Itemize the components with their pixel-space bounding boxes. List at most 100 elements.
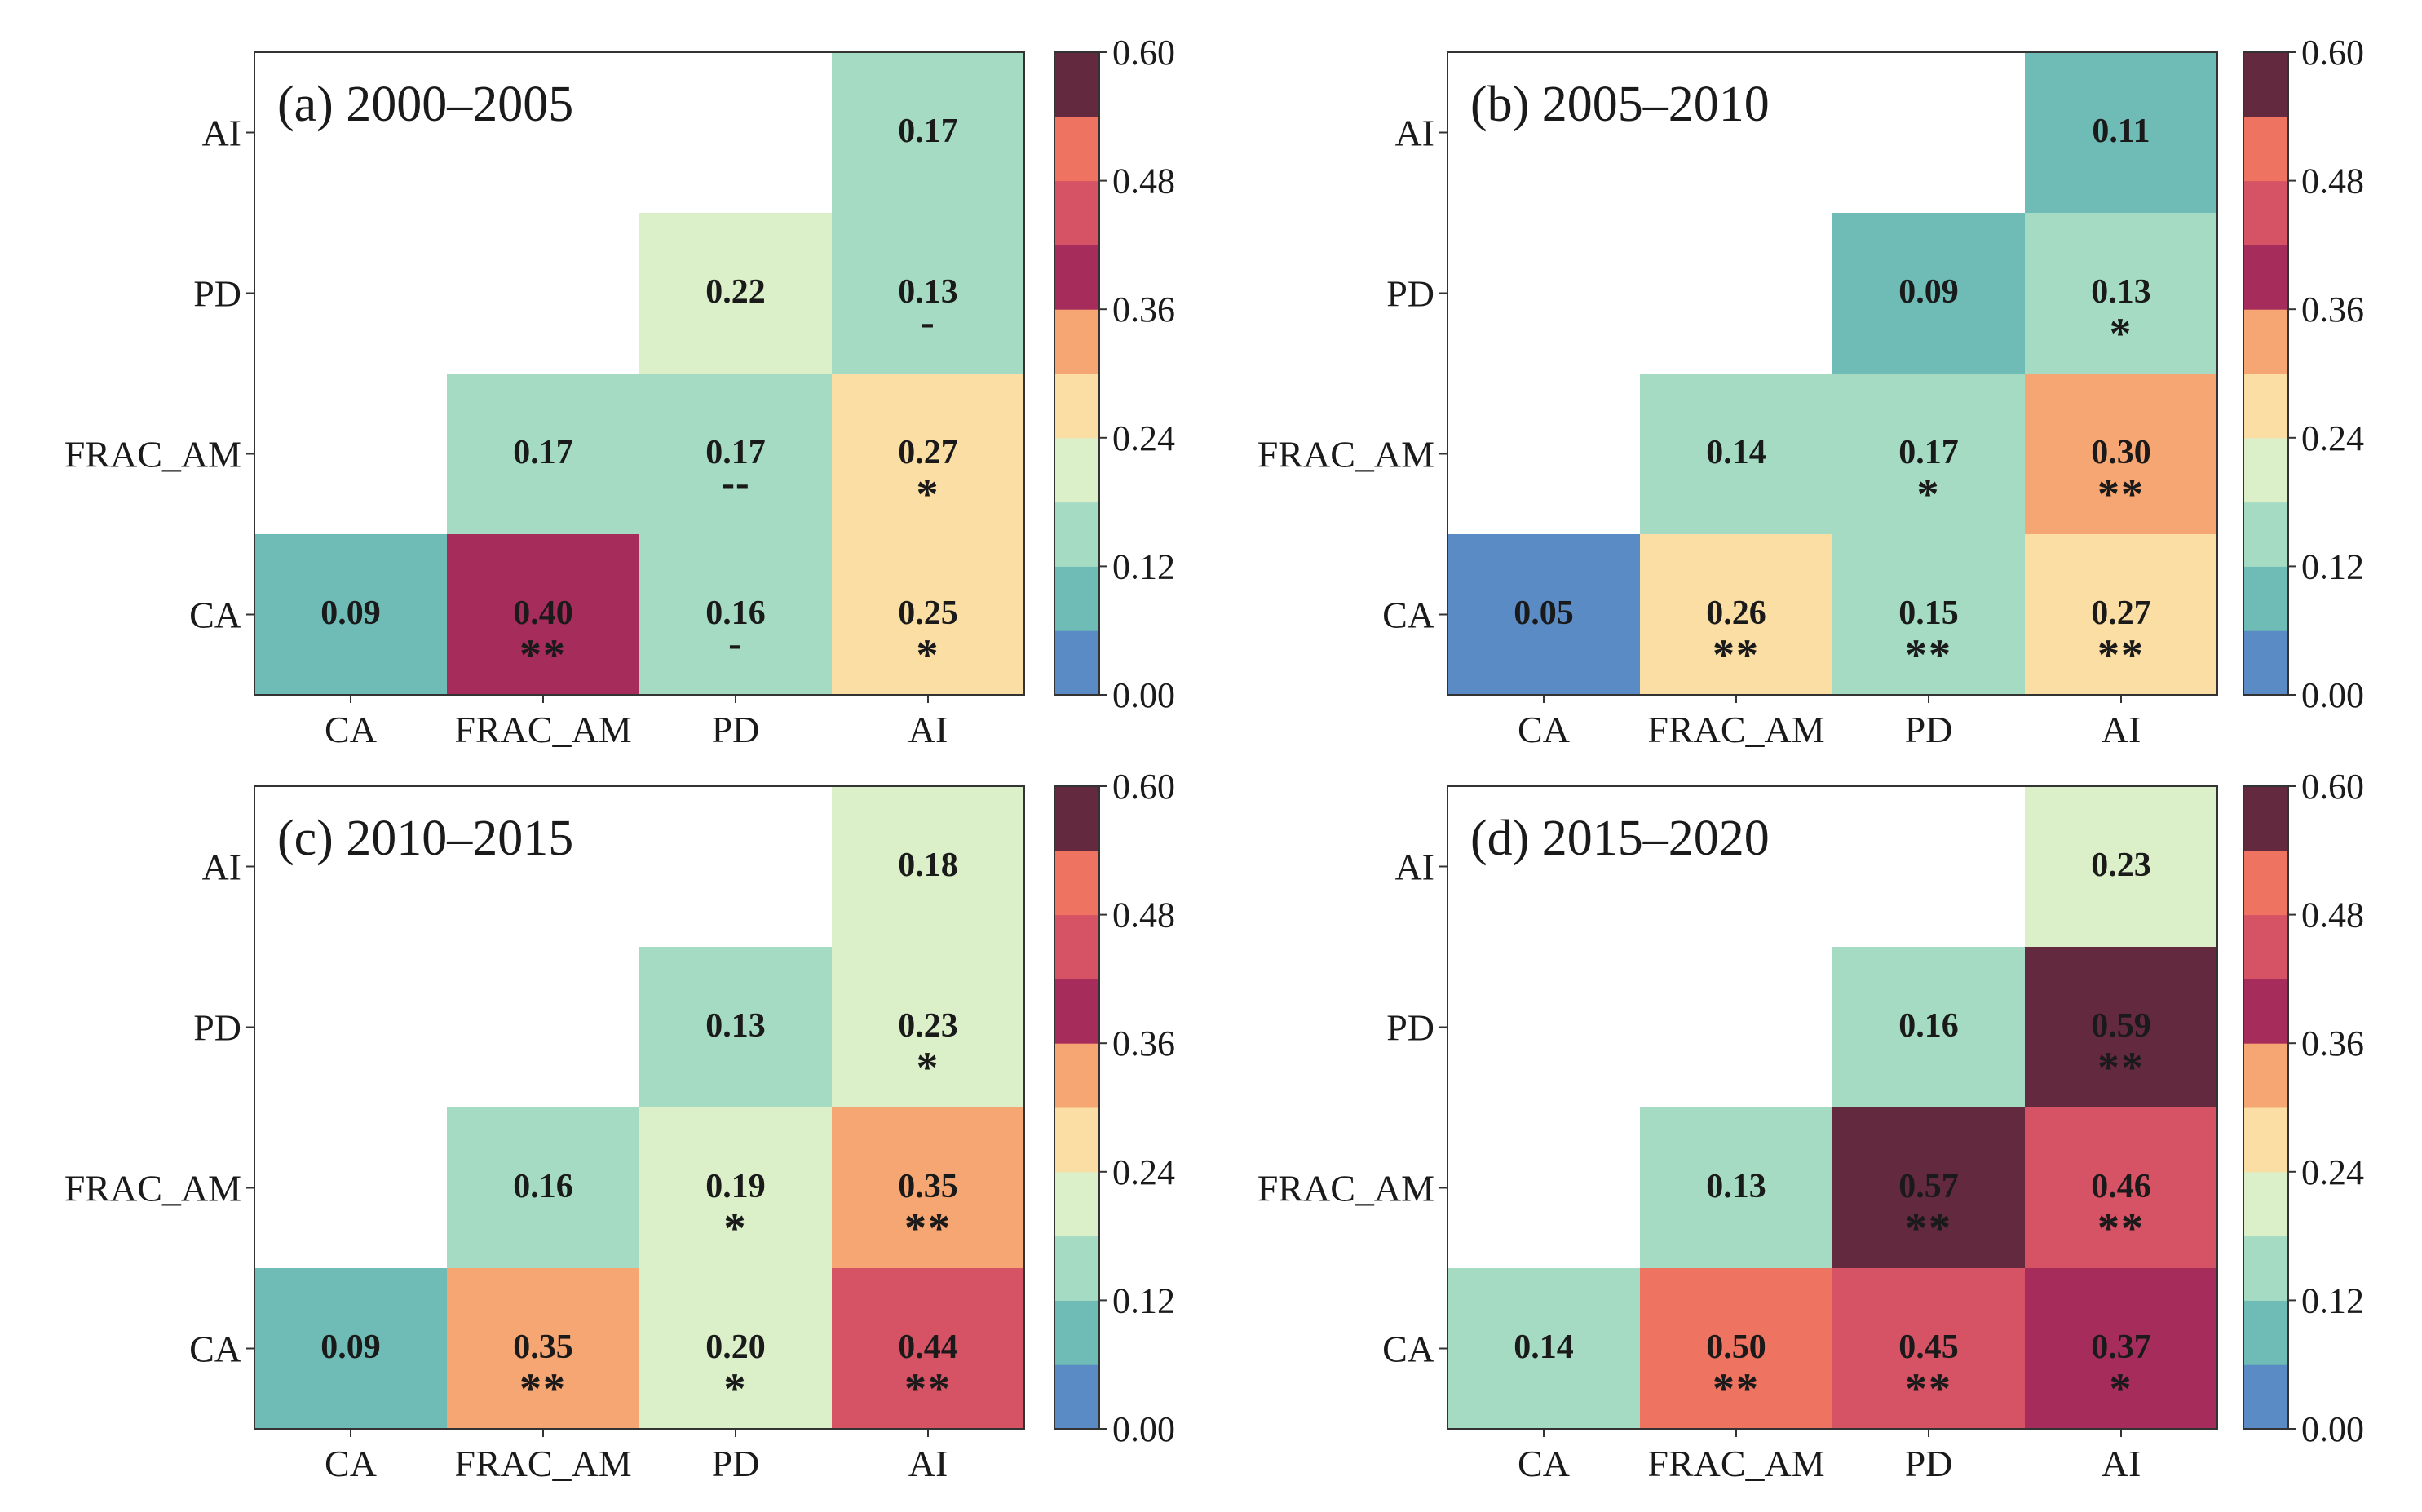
colorbar: 0.00 0.12 0.24 0.36 0.48 0.60 [1054, 767, 1175, 1449]
cell-value-label: 0.05 [1514, 595, 1574, 632]
cell-value-label: 0.35 [513, 1329, 573, 1366]
heatmap-cell-fill [1832, 1268, 2025, 1429]
cell-value-label: 0.46 [2091, 1168, 2151, 1205]
colorbar-tick-label: 0.48 [1112, 895, 1175, 935]
colorbar-segment [1054, 1236, 1099, 1301]
cell-significance-mark: ** [1905, 1364, 1952, 1413]
heatmap-cell-fill [832, 52, 1024, 213]
cell-value-label: 0.09 [1898, 273, 1959, 311]
colorbar-segment [1054, 116, 1099, 182]
colorbar-tick-label: 0.00 [2301, 1409, 2364, 1449]
colorbar-tick-label: 0.60 [2301, 767, 2364, 807]
heatmap-cell-fill [1832, 213, 2025, 374]
y-tick-label: PD [1386, 1007, 1434, 1049]
colorbar-segment [2243, 850, 2288, 916]
colorbar-segment [2243, 630, 2288, 696]
heatmap-cell-fill [639, 1268, 832, 1429]
cell-significance-mark: ** [904, 1364, 952, 1413]
colorbar-tick-label: 0.24 [2301, 418, 2364, 458]
heatmap-cell-fill [447, 1268, 639, 1429]
heatmap-cell: 0.23* [832, 947, 1024, 1107]
heatmap-cell: 0.13- [832, 213, 1024, 374]
colorbar-segment [1054, 566, 1099, 631]
colorbar-tick-label: 0.24 [1112, 1152, 1175, 1192]
heatmap-cell: 0.57** [1832, 1107, 2025, 1268]
x-tick-label: CA [1518, 1443, 1570, 1484]
heatmap-cell: 0.35** [447, 1268, 639, 1429]
colorbar-segment [2243, 786, 2288, 851]
heatmap-cell-fill [639, 213, 832, 374]
y-tick-label: AI [201, 847, 241, 888]
cell-significance-mark: ** [1905, 630, 1952, 679]
cell-value-label: 0.44 [898, 1329, 958, 1366]
heatmap-cell-fill [832, 786, 1024, 947]
heatmap-cell: 0.27* [832, 374, 1024, 534]
heatmap-cell: 0.25* [832, 534, 1024, 695]
cell-value-label: 0.30 [2091, 434, 2151, 471]
colorbar-segment [2243, 52, 2288, 117]
colorbar-segment [2243, 1364, 2288, 1430]
colorbar-frame [2243, 785, 2289, 1430]
colorbar-segment [2243, 979, 2288, 1044]
heatmap-cell-fill [639, 947, 832, 1107]
colorbar-tick-label: 0.48 [2301, 895, 2364, 935]
cell-significance-mark: ** [2097, 630, 2145, 679]
heatmap-cell-fill [1447, 1268, 1640, 1429]
heatmap-cell-fill [1447, 534, 1640, 695]
heatmap-cell: 0.22 [639, 213, 832, 374]
colorbar: 0.00 0.12 0.24 0.36 0.48 0.60 [2243, 33, 2364, 715]
colorbar-segment [1054, 1107, 1099, 1173]
colorbar-segment [2243, 914, 2288, 979]
cell-value-label: 0.17 [705, 434, 766, 471]
colorbar: 0.00 0.12 0.24 0.36 0.48 0.60 [2243, 767, 2364, 1449]
y-tick-label: AI [201, 113, 241, 154]
plot-frame [1447, 51, 2218, 696]
heatmap-cell-fill [1832, 947, 2025, 1107]
y-tick-label: AI [1394, 113, 1434, 154]
x-tick-label: PD [1905, 709, 1953, 750]
y-tick-label: CA [1382, 595, 1434, 636]
heatmap-cell-fill [639, 374, 832, 534]
heatmap-cell: 0.09 [1832, 213, 2025, 374]
cell-value-label: 0.40 [513, 595, 573, 632]
x-tick-label: AI [2102, 1443, 2141, 1484]
heatmap-cell-fill [254, 1268, 447, 1429]
plot-frame [254, 785, 1025, 1430]
colorbar-segment [1054, 1364, 1099, 1430]
colorbar-tick-label: 0.48 [1112, 161, 1175, 201]
heatmap-panel-c: 0.09 0.35**0.20*0.44**0.16 0.19*0.35**0.13… [64, 767, 1175, 1484]
cell-significance-mark: ** [2097, 1043, 2145, 1092]
heatmap-cell: 0.26** [1640, 534, 1832, 695]
cell-value-label: 0.13 [898, 273, 958, 311]
heatmap-cell-fill [254, 534, 447, 695]
colorbar-tick-label: 0.24 [1112, 418, 1175, 458]
cell-significance-mark: * [917, 630, 940, 679]
heatmap-cell: 0.14 [1640, 374, 1832, 534]
plot-frame [254, 51, 1025, 696]
heatmap-cell-fill [2025, 1268, 2217, 1429]
cell-value-label: 0.37 [2091, 1329, 2151, 1366]
colorbar-tick-label: 0.36 [2301, 1023, 2364, 1063]
heatmap-cell-fill [2025, 374, 2217, 534]
heatmap-cell-fill [2025, 1107, 2217, 1268]
x-tick-label: PD [1905, 1443, 1953, 1484]
y-tick-label: CA [1382, 1329, 1434, 1370]
x-tick-label: PD [712, 1443, 760, 1484]
cell-significance-mark: ** [519, 630, 567, 679]
colorbar-segment [1054, 374, 1099, 439]
heatmap-cell: 0.19* [639, 1107, 832, 1268]
cell-significance-mark: ** [2097, 1204, 2145, 1253]
colorbar-segment [1054, 979, 1099, 1044]
x-tick-label: CA [1518, 709, 1570, 750]
heatmap-cell: 0.46** [2025, 1107, 2217, 1268]
heatmap-cell-fill [832, 1107, 1024, 1268]
cell-value-label: 0.27 [2091, 595, 2151, 632]
heatmap-cell: 0.40** [447, 534, 639, 695]
colorbar-segment [2243, 502, 2288, 567]
cell-significance-mark: ** [1905, 1204, 1952, 1253]
colorbar-segment [2243, 309, 2288, 374]
heatmap-cell: 0.13 [1640, 1107, 1832, 1268]
cell-value-label: 0.13 [2091, 273, 2151, 311]
cell-value-label: 0.09 [320, 595, 381, 632]
